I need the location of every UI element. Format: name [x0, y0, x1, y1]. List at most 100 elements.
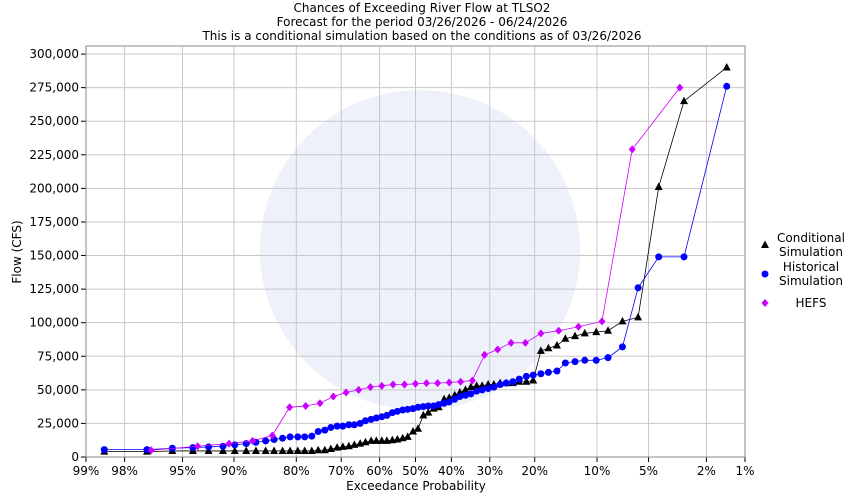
data-point [574, 322, 582, 331]
x-tick-label: 80% [283, 464, 310, 478]
data-point [194, 442, 202, 451]
data-point [561, 334, 570, 342]
data-point [522, 377, 531, 385]
data-point [314, 427, 322, 435]
data-point [473, 387, 481, 395]
data-point [522, 372, 530, 380]
data-point [445, 393, 454, 401]
data-point [515, 375, 523, 383]
x-tick-label: 98% [111, 464, 138, 478]
x-tick-label: 40% [438, 464, 465, 478]
data-point [571, 331, 580, 340]
data-point [278, 446, 287, 454]
data-point [466, 382, 475, 391]
data-point [100, 446, 108, 454]
data-point [455, 388, 464, 396]
legend-label: HEFS [795, 296, 827, 310]
data-point [314, 445, 323, 454]
data-point [350, 440, 359, 448]
data-point [338, 442, 347, 450]
y-tick-label: 150,000 [29, 249, 79, 263]
data-point [496, 380, 504, 388]
y-tick-label: 25,000 [37, 416, 79, 430]
legend-label: Conditional Simulation [777, 231, 845, 259]
data-point [618, 343, 626, 351]
data-point [507, 338, 515, 347]
data-point [628, 145, 636, 154]
data-point [403, 432, 412, 440]
data-point [409, 426, 418, 435]
data-point [293, 446, 302, 454]
data-point [383, 411, 391, 419]
data-point [544, 343, 553, 352]
data-point [389, 380, 397, 389]
data-point [445, 398, 453, 406]
chart-title: Chances of Exceeding River Flow at TLSO2 [294, 1, 551, 15]
data-point [461, 385, 470, 393]
legend-label: Historical Simulation [779, 260, 843, 288]
data-point [634, 284, 642, 292]
x-tick-label: 70% [328, 464, 355, 478]
x-tick-label: 10% [584, 464, 611, 478]
data-point [262, 437, 270, 445]
y-tick-label: 250,000 [29, 114, 79, 128]
data-point [372, 436, 381, 444]
data-point [400, 380, 408, 389]
data-point [618, 316, 627, 325]
y-tick-label: 175,000 [29, 215, 79, 229]
x-tick-label: 5% [639, 464, 658, 478]
data-point [333, 443, 342, 451]
data-point [723, 82, 731, 90]
data-point [561, 359, 569, 367]
data-point [604, 326, 613, 334]
data-point [308, 432, 316, 440]
data-point [261, 446, 270, 454]
data-point [537, 329, 545, 338]
data-point [478, 381, 487, 389]
data-point [529, 371, 537, 379]
data-point [423, 379, 431, 388]
data-point [592, 327, 601, 336]
data-point [378, 381, 386, 390]
data-point [147, 446, 155, 455]
data-point [251, 446, 260, 454]
y-tick-label: 125,000 [29, 282, 79, 296]
data-point [242, 446, 251, 454]
data-point [316, 399, 324, 408]
data-point [680, 96, 689, 105]
data-point [654, 182, 663, 191]
data-point [333, 422, 341, 430]
watermark [260, 90, 580, 410]
data-point [655, 253, 663, 261]
data-point [434, 379, 442, 388]
data-point [537, 370, 545, 378]
y-tick-label: 275,000 [29, 81, 79, 95]
data-point [468, 376, 476, 385]
data-point [294, 433, 302, 441]
x-tick-label: 95% [169, 464, 196, 478]
data-point [342, 388, 350, 397]
data-point [361, 417, 369, 425]
data-point [419, 410, 428, 419]
y-tick-label: 225,000 [29, 148, 79, 162]
data-point [445, 378, 453, 387]
data-point [230, 446, 239, 454]
data-point [321, 426, 329, 434]
data-point [435, 401, 443, 409]
data-point [494, 345, 502, 354]
data-point [372, 414, 380, 422]
data-point [356, 419, 364, 427]
data-point [307, 446, 316, 454]
data-point [553, 367, 561, 375]
x-tick-label: 90% [221, 464, 248, 478]
data-point [484, 379, 493, 388]
y-tick-label: 0 [71, 450, 79, 464]
data-point [279, 434, 287, 442]
legend-marker [761, 240, 769, 248]
y-axis-label: Flow (CFS) [10, 220, 24, 283]
data-point [345, 421, 353, 429]
x-tick-label: 30% [476, 464, 503, 478]
data-point [544, 368, 552, 376]
